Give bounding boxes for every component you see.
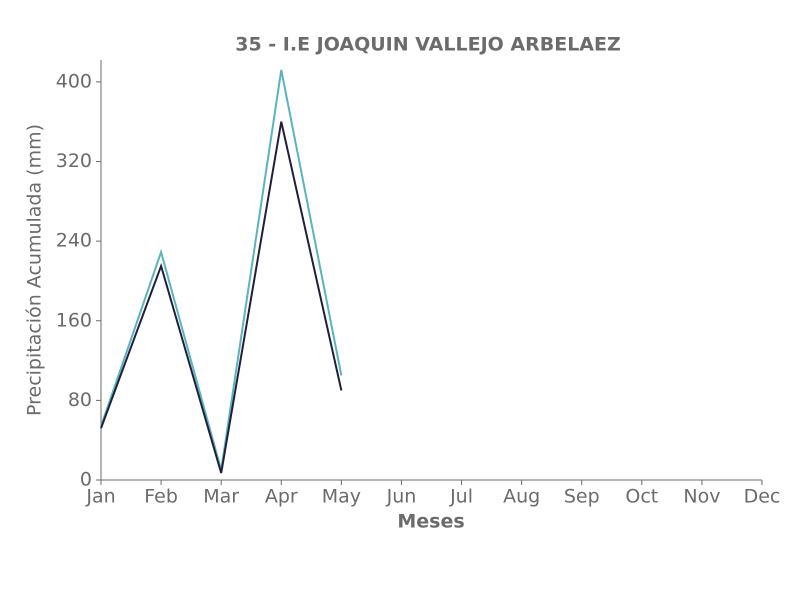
x-tick-label: Jul — [449, 486, 473, 508]
x-tick-label: Feb — [144, 486, 178, 508]
x-tick-label: Jun — [386, 486, 417, 508]
x-tick-label: Aug — [503, 486, 540, 508]
y-tick-label: 160 — [56, 309, 92, 331]
chart-title: 35 - I.E JOAQUIN VALLEJO ARBELAEZ — [235, 34, 621, 56]
x-axis-label: Meses — [397, 511, 464, 533]
y-tick-label: 0 — [80, 469, 92, 491]
x-tick-label: Sep — [564, 486, 600, 508]
y-tick-label: 80 — [68, 389, 92, 411]
x-tick-label: Apr — [265, 486, 298, 508]
x-tick-label: Nov — [683, 486, 720, 508]
x-tick-label: Oct — [625, 486, 658, 508]
y-tick-label: 240 — [56, 230, 92, 252]
series-line — [100, 121, 343, 474]
x-tick-label: May — [322, 486, 361, 508]
y-axis-label: Precipitación Acumulada (mm) — [24, 124, 46, 416]
x-tick-label: Jan — [85, 486, 115, 508]
x-tick-label: Mar — [203, 486, 239, 508]
x-tick-label: Dec — [744, 486, 781, 508]
y-tick-label: 320 — [56, 150, 92, 172]
y-tick-label: 400 — [56, 70, 92, 92]
series-line — [100, 69, 343, 471]
